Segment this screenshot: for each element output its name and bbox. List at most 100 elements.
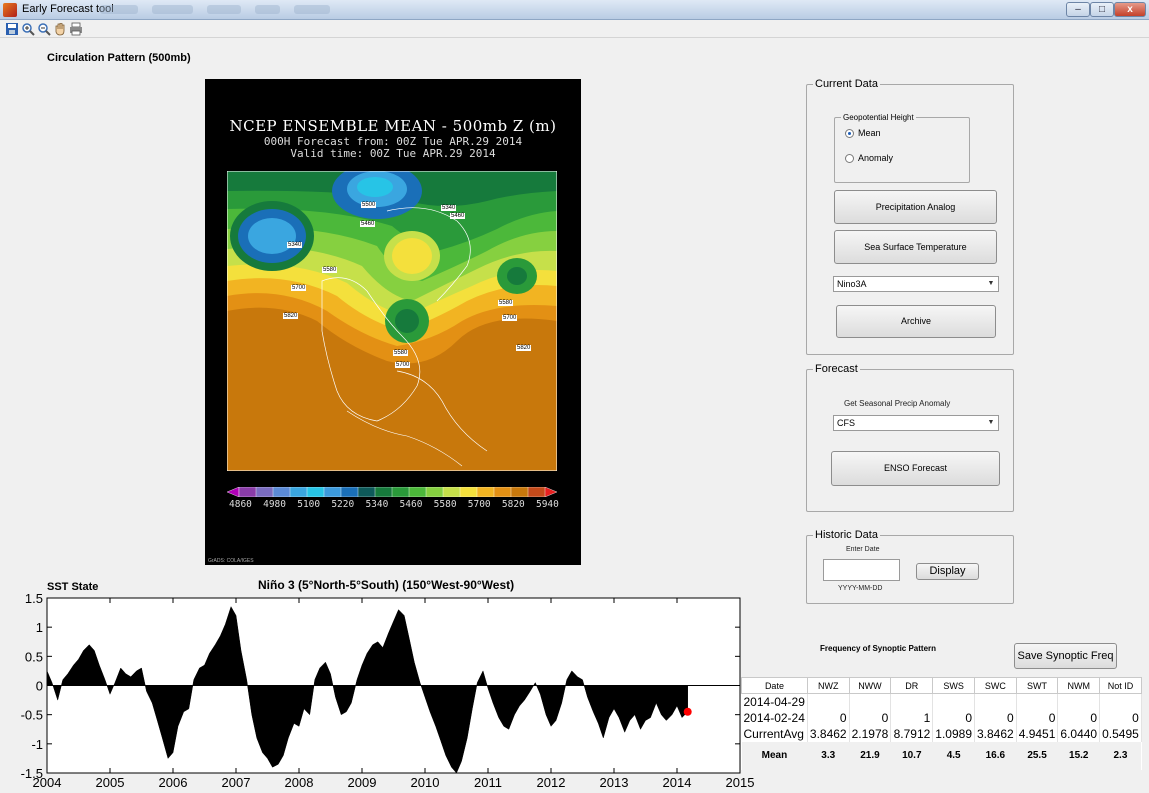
map-subtitle-forecast: 000H Forecast from: 00Z Tue APR.29 2014	[263, 135, 523, 148]
table-cell[interactable]: 1.0989	[932, 725, 975, 742]
colorbar-swatch	[227, 487, 240, 497]
table-cell[interactable]: 3.8462	[974, 725, 1017, 742]
table-mean-row: Mean 3.3 21.9 10.7 4.5 16.6 25.5 15.2 2.3	[741, 741, 1142, 770]
x-tick-label: 2009	[348, 775, 377, 790]
sea-surface-temperature-button[interactable]: Sea Surface Temperature	[834, 230, 997, 264]
table-cell[interactable]: 0	[807, 709, 850, 726]
chevron-down-icon: ▼	[987, 280, 995, 287]
colorbar-swatch	[527, 487, 546, 497]
geopotential-height-panel: Geopotential Height	[834, 113, 970, 183]
colorbar-tick-label: 5340	[365, 499, 389, 510]
contour-label: 5700	[502, 315, 518, 321]
map-subtitle-valid: Valid time: 00Z Tue APR.29 2014	[290, 147, 496, 160]
y-tick-label: -1.5	[21, 766, 43, 781]
sst-chart: 2004 2005 2006 2007 2008 2009 2010 2011 2012 2013…	[21, 591, 755, 790]
table-cell[interactable]	[849, 693, 892, 710]
save-icon[interactable]	[5, 22, 19, 36]
table-cell[interactable]: 2.1978	[849, 725, 892, 742]
close-button[interactable]: x	[1114, 2, 1146, 17]
column-header: NWZ	[806, 677, 850, 694]
colorbar-tick-label: 5700	[467, 499, 491, 510]
mean-cell: 16.6	[974, 741, 1017, 770]
table-cell[interactable]	[890, 693, 934, 710]
archive-button[interactable]: Archive	[836, 305, 996, 338]
sst-chart-title: Niño 3 (5°North-5°South) (150°West-90°We…	[258, 578, 515, 592]
forecast-panel: Forecast	[806, 363, 1014, 512]
table-cell[interactable]	[1099, 693, 1142, 710]
mean-cell: 2.3	[1099, 741, 1142, 770]
nino-region-value: Nino3A	[837, 279, 867, 289]
maximize-button[interactable]: □	[1090, 2, 1114, 17]
x-tick-label: 2006	[159, 775, 188, 790]
zoom-out-icon[interactable]	[37, 22, 51, 36]
x-tick-label: 2012	[537, 775, 566, 790]
mean-label-cell: Mean	[741, 741, 808, 770]
colorbar-swatch	[425, 487, 444, 497]
colorbar-swatch	[238, 487, 257, 497]
table-cell[interactable]: 0	[1016, 709, 1059, 726]
x-tick-label: 2007	[222, 775, 251, 790]
table-cell[interactable]: 0	[1057, 709, 1101, 726]
current-data-panel: Current Data	[806, 78, 1014, 355]
colorbar-swatch	[272, 487, 291, 497]
row-header-cell[interactable]: CurrentAvg	[741, 725, 808, 742]
table-row: 2014-04-29	[741, 693, 1142, 710]
table-cell[interactable]: 3.8462	[807, 725, 850, 742]
table-cell[interactable]: 0	[974, 709, 1017, 726]
print-icon[interactable]	[69, 22, 83, 36]
window-title: Early Forecast tool	[22, 3, 114, 15]
forecast-model-select[interactable]: CFS ▼	[833, 415, 999, 431]
table-cell[interactable]: 8.7912	[890, 725, 934, 742]
table-cell[interactable]	[932, 693, 975, 710]
nino-region-select[interactable]: Nino3A ▼	[833, 276, 999, 292]
table-cell[interactable]: 0	[932, 709, 975, 726]
date-input[interactable]	[823, 559, 900, 581]
table-cell[interactable]	[974, 693, 1017, 710]
pan-hand-icon[interactable]	[53, 22, 67, 36]
circulation-pattern-label: Circulation Pattern (500mb)	[47, 52, 191, 64]
table-cell[interactable]: 0	[1099, 709, 1142, 726]
zoom-in-icon[interactable]	[21, 22, 35, 36]
colorbar-labels: 4860 4980 5100 5220 5340 5460 5580 5700 5820 5940	[229, 499, 559, 510]
colorbar-tick-label: 5580	[433, 499, 457, 510]
seasonal-precip-label: Get Seasonal Precip Anomaly	[844, 399, 951, 408]
precipitation-analog-button[interactable]: Precipitation Analog	[834, 190, 997, 224]
contour-label: 5580	[498, 300, 514, 306]
mean-cell: 25.5	[1016, 741, 1058, 770]
map-credit: GrADS: COLA/IGES	[208, 558, 254, 564]
save-synoptic-freq-button[interactable]: Save Synoptic Freq	[1014, 643, 1117, 669]
enso-forecast-button[interactable]: ENSO Forecast	[831, 451, 1000, 486]
column-header: SWC	[974, 677, 1017, 694]
contour-label: 5340	[287, 242, 303, 248]
colorbar-tick-label: 4860	[229, 499, 252, 510]
forecast-model-value: CFS	[837, 418, 855, 428]
mean-radio[interactable]: Mean	[845, 128, 881, 138]
historic-data-panel: Historic Data	[806, 529, 1014, 604]
table-cell[interactable]: 0.5495	[1099, 725, 1142, 742]
column-header: SWT	[1015, 677, 1059, 694]
anomaly-radio[interactable]: Anomaly	[845, 153, 893, 163]
row-header-cell[interactable]: 2014-02-24	[741, 709, 808, 726]
contour-label: 5340	[441, 205, 457, 211]
column-header: NWM	[1057, 677, 1101, 694]
colorbar-swatch	[357, 487, 376, 497]
table-cell[interactable]	[1057, 693, 1101, 710]
x-tick-label: 2011	[474, 775, 502, 790]
table-cell[interactable]: 6.0440	[1057, 725, 1101, 742]
colorbar-swatch	[289, 487, 308, 497]
x-tick-label: 2008	[285, 775, 314, 790]
table-cell[interactable]	[807, 693, 850, 710]
table-cell[interactable]	[1016, 693, 1059, 710]
synoptic-frequency-table: Date NWZ NWW DR SWS SWC SWT NWM Not ID 2…	[741, 677, 1142, 770]
display-button[interactable]: Display	[916, 563, 979, 580]
contour-label: 5580	[322, 267, 338, 273]
row-header-cell[interactable]: 2014-04-29	[741, 693, 808, 710]
colorbar-swatch	[323, 487, 342, 497]
table-cell[interactable]: 0	[849, 709, 892, 726]
table-cell[interactable]: 1	[890, 709, 934, 726]
minimize-button[interactable]: –	[1066, 2, 1090, 17]
mean-cell: 3.3	[807, 741, 850, 770]
colorbar-swatch	[255, 487, 274, 497]
table-cell[interactable]: 4.9451	[1016, 725, 1059, 742]
contour-label: 5460	[360, 221, 376, 227]
